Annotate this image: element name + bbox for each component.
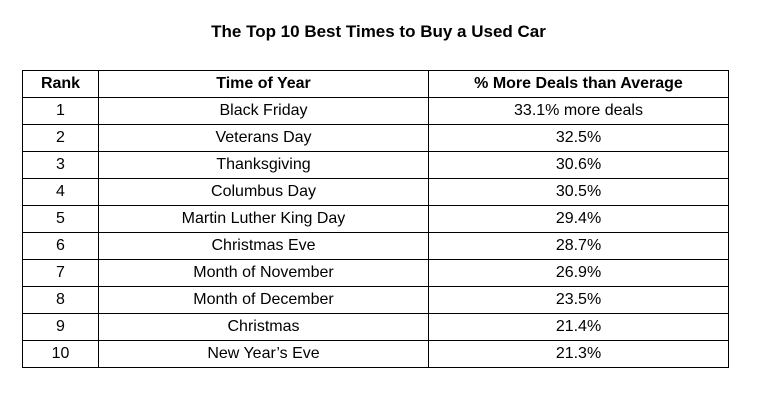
time-of-year-cell: Veterans Day (98, 124, 429, 152)
percent-cell: 21.3% (428, 340, 729, 368)
table-row: 1 Black Friday 33.1% more deals (22, 97, 729, 125)
rank-cell: 7 (22, 259, 99, 287)
percent-cell: 28.7% (428, 232, 729, 260)
rank-cell: 3 (22, 151, 99, 179)
percent-cell: 29.4% (428, 205, 729, 233)
rank-cell: 9 (22, 313, 99, 341)
time-of-year-cell: Thanksgiving (98, 151, 429, 179)
page-title: The Top 10 Best Times to Buy a Used Car (211, 22, 546, 41)
percent-cell: 32.5% (428, 124, 729, 152)
time-of-year-cell: Christmas (98, 313, 429, 341)
rank-cell: 5 (22, 205, 99, 233)
time-of-year-cell: Month of November (98, 259, 429, 287)
header-time-of-year: Time of Year (98, 70, 429, 98)
rank-cell: 2 (22, 124, 99, 152)
table-row: 6 Christmas Eve 28.7% (22, 232, 729, 260)
table-row: 8 Month of December 23.5% (22, 286, 729, 314)
rank-cell: 6 (22, 232, 99, 260)
time-of-year-cell: Martin Luther King Day (98, 205, 429, 233)
table-container: Rank Time of Year % More Deals than Aver… (22, 70, 729, 368)
percent-cell: 30.6% (428, 151, 729, 179)
time-of-year-cell: Columbus Day (98, 178, 429, 206)
table-row: 3 Thanksgiving 30.6% (22, 151, 729, 179)
percent-cell: 33.1% more deals (428, 97, 729, 125)
time-of-year-cell: Month of December (98, 286, 429, 314)
table-row: 7 Month of November 26.9% (22, 259, 729, 287)
table-row: 5 Martin Luther King Day 29.4% (22, 205, 729, 233)
percent-cell: 21.4% (428, 313, 729, 341)
table-row: 9 Christmas 21.4% (22, 313, 729, 341)
deals-table: Rank Time of Year % More Deals than Aver… (22, 70, 729, 368)
table-row: 2 Veterans Day 32.5% (22, 124, 729, 152)
time-of-year-cell: Christmas Eve (98, 232, 429, 260)
percent-cell: 23.5% (428, 286, 729, 314)
header-percent-more-deals: % More Deals than Average (428, 70, 729, 98)
rank-cell: 4 (22, 178, 99, 206)
table-row: 4 Columbus Day 30.5% (22, 178, 729, 206)
rank-cell: 10 (22, 340, 99, 368)
rank-cell: 1 (22, 97, 99, 125)
percent-cell: 26.9% (428, 259, 729, 287)
time-of-year-cell: Black Friday (98, 97, 429, 125)
rank-cell: 8 (22, 286, 99, 314)
percent-cell: 30.5% (428, 178, 729, 206)
table-header-row: Rank Time of Year % More Deals than Aver… (22, 70, 729, 98)
time-of-year-cell: New Year’s Eve (98, 340, 429, 368)
table-row: 10 New Year’s Eve 21.3% (22, 340, 729, 368)
header-rank: Rank (22, 70, 99, 98)
